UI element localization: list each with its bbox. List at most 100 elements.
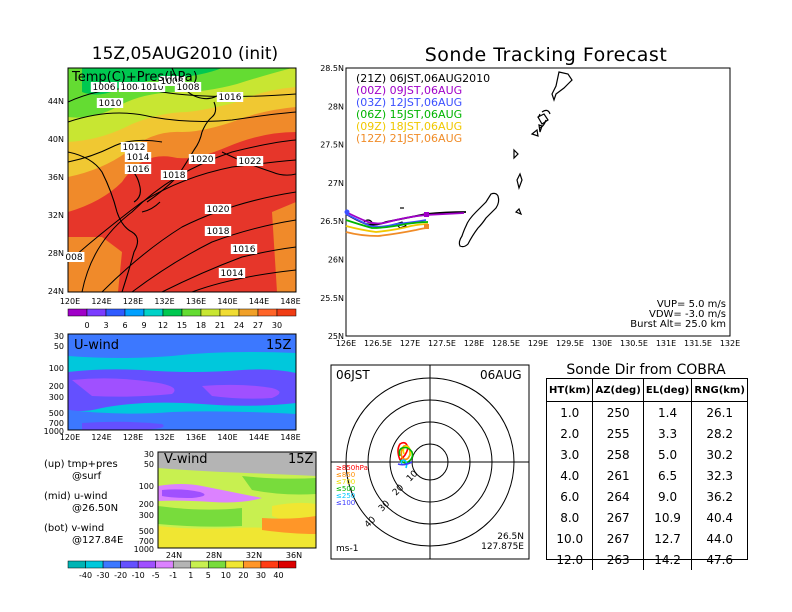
isobar-label: 1016 (219, 93, 242, 103)
sonde-track-map: 28.5N 28N 27.5N 27N 26.5N 26N 25.5N 25N 126E 126… (320, 64, 740, 348)
v-pressure-tick: 300 (139, 511, 154, 520)
map-lon-tick: 124E (91, 297, 111, 306)
cell-elevation: 12.7 (643, 528, 693, 549)
cell-elevation: 3.3 (643, 423, 693, 444)
u-pressure-tick: 200 (49, 382, 64, 391)
colorbar-segment (120, 560, 139, 569)
v-pressure-tick: 50 (144, 460, 154, 469)
header-azimuth: AZ(deg) (592, 379, 644, 402)
track-panel-title: Sonde Tracking Forecast (424, 44, 668, 66)
note-bot-level: @127.84E (72, 535, 124, 546)
cell-azimuth: 264 (592, 486, 644, 507)
u-wind-panel: 30 50 100 200 300 500 700 1000 120E 124E 128E 132E… (22, 328, 312, 444)
colorbar-segment (155, 560, 174, 569)
colorbar-label: 21 (215, 321, 225, 330)
cell-range: 47.6 (706, 552, 734, 567)
track-lat-tick: 25.5N (320, 294, 344, 303)
v-wind-label: V-wind (164, 452, 208, 467)
cell-range: 26.1 (706, 405, 734, 420)
colorbar-label: -10 (132, 571, 145, 580)
colorbar-label: 24 (234, 321, 244, 330)
u-lon-tick: 136E (186, 433, 206, 442)
plot-notes: (up) tmp+pres @surf (mid) u-wind @26.50N… (44, 459, 123, 547)
colorbar-label: -20 (114, 571, 127, 580)
track-info-line: VUP= 5.0 m/s (657, 299, 726, 310)
track-lon-tick: 130.5E (620, 339, 648, 348)
u-wind-time: 15Z (266, 338, 292, 353)
isobar-label-bg (124, 164, 152, 174)
v-lat-tick: 32N (246, 551, 262, 560)
isobar-label-bg (174, 82, 202, 92)
cell-elevation: 1.4 (643, 401, 693, 423)
cell-height: 3.0 (547, 444, 594, 465)
map-lon-tick: 140E (217, 297, 237, 306)
note-up: (up) tmp+pres (44, 459, 118, 470)
isobar-label: 1014 (221, 269, 244, 279)
map-lat-tick: 24N (48, 287, 64, 296)
cell-elevation: 9.0 (643, 486, 693, 507)
v-pressure-tick: 700 (139, 537, 154, 546)
track-lat-tick: 27N (328, 179, 344, 188)
isobar-label-bg (230, 244, 258, 254)
isobar-label: 1014 (127, 153, 150, 163)
map-lon-tick: 128E (123, 297, 143, 306)
isobar-label: 1008 (177, 83, 200, 93)
colorbar-segment (124, 308, 145, 317)
map-lat-tick: 40N (48, 135, 64, 144)
header-range: RNG(km) (694, 384, 745, 396)
u-pressure-tick: 30 (54, 332, 64, 341)
cell-azimuth: 258 (592, 444, 644, 465)
colorbar-segment (238, 308, 259, 317)
table-row: 3.0 258 5.0 30.2 (547, 444, 747, 465)
header-elevation: EL(deg) (643, 379, 693, 402)
map-lon-tick: 148E (280, 297, 300, 306)
track-lat-tick: 28N (328, 102, 344, 111)
track-legend-entry: (21Z) 06JST,06AUG2010 (356, 72, 490, 85)
colorbar-label: 10 (221, 571, 231, 580)
colorbar-label: -40 (79, 571, 92, 580)
isobar-label-bg (218, 268, 246, 278)
track-lon-tick: 128.5E (492, 339, 520, 348)
colorbar-segment (219, 308, 240, 317)
sonde-direction-table: HT(km) AZ(deg) EL(deg) RNG(km) 1.0 250 1.4… (547, 379, 747, 570)
isobar-label-bg (124, 152, 152, 162)
isobar-label: 1012 (123, 143, 146, 153)
cell-range: 28.2 (706, 426, 734, 441)
table-row: 1.0 250 1.4 26.1 (547, 401, 747, 423)
colorbar-segment (102, 560, 121, 569)
table-row: 12.0 263 14.2 47.6 (547, 549, 747, 570)
sonde-table-frame: HT(km) AZ(deg) EL(deg) RNG(km) 1.0 250 1.4… (546, 378, 748, 570)
table-row: 2.0 255 3.3 28.2 (547, 423, 747, 444)
v-wind-time: 15Z (288, 452, 314, 467)
u-lon-tick: 124E (91, 433, 111, 442)
polar-pressure-legend: ≤850 (336, 471, 355, 479)
isobar-label-bg (96, 98, 124, 108)
sonde-table-header-row: HT(km) AZ(deg) EL(deg) RNG(km) (547, 379, 747, 402)
colorbar-label: -1 (169, 571, 177, 580)
cell-height: 2.0 (547, 423, 594, 444)
table-row: 4.0 261 6.5 32.3 (547, 465, 747, 486)
isobar-label-bg (138, 82, 166, 92)
colorbar-segment (276, 308, 297, 317)
isobar-label-bg (158, 76, 186, 86)
u-lon-tick: 132E (154, 433, 174, 442)
cell-elevation: 6.5 (643, 465, 693, 486)
isobar-label: 1006 (93, 83, 116, 93)
isobar-label-bg (204, 204, 232, 214)
polar-date-label: 06AUG (480, 368, 522, 382)
cell-height: 8.0 (547, 507, 594, 528)
u-lon-tick: 140E (217, 433, 237, 442)
colorbar-label: 12 (158, 321, 168, 330)
track-lon-tick: 132E (720, 339, 740, 348)
v-pressure-tick: 30 (144, 450, 154, 459)
polar-pressure-legend: ≤100 (336, 499, 355, 507)
colorbar-label: 9 (141, 321, 146, 330)
temp-pressure-map-panel: 44N 40N 36N 32N 28N 24N 120E 124E 128E 132E 136E 1… (22, 62, 312, 332)
cell-range: 40.4 (706, 510, 734, 525)
colorbar-label: 5 (206, 571, 211, 580)
cell-range: 32.3 (706, 468, 734, 483)
cell-azimuth: 267 (592, 528, 644, 549)
cell-azimuth: 261 (592, 465, 644, 486)
